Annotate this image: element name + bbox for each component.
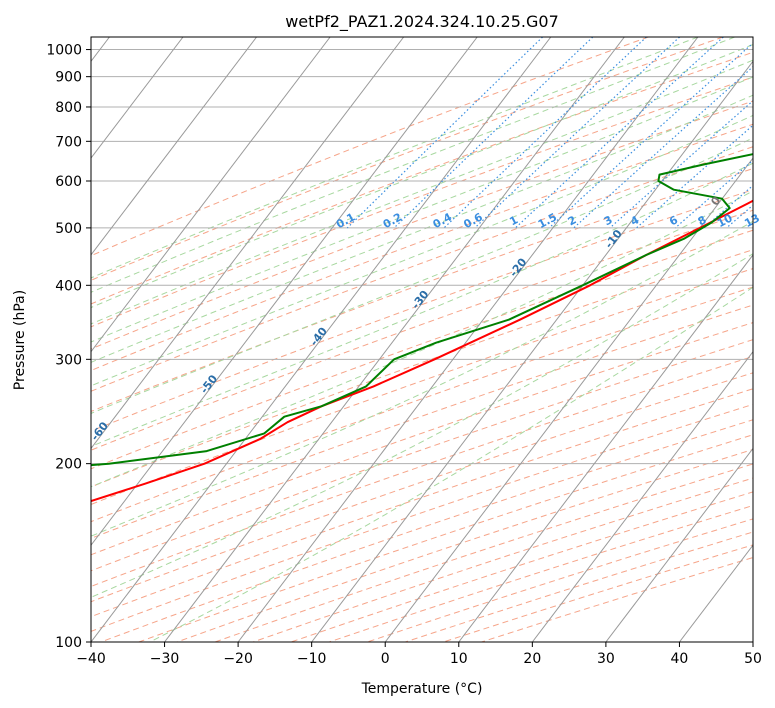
dry-adiabat <box>91 76 753 328</box>
moist-adiabat <box>91 76 753 343</box>
sounding-profiles <box>91 153 753 503</box>
isotherm-line <box>91 37 552 642</box>
dry-adiabat <box>91 304 753 539</box>
isotherm-line <box>91 37 184 159</box>
isotherm-line <box>91 37 405 450</box>
isotherm-line <box>311 60 753 642</box>
y-tick-label: 900 <box>55 70 82 86</box>
isotherm-line <box>384 157 753 642</box>
mixing-ratio-line <box>393 37 594 229</box>
y-axis-label: Pressure (hPa) <box>12 290 28 390</box>
isotherm-line <box>164 37 625 642</box>
y-tick-label: 700 <box>55 134 82 150</box>
mixing-ratio-line <box>346 37 544 229</box>
moist-adiabat <box>91 162 753 448</box>
x-tick-label: −10 <box>297 651 327 667</box>
plot-area <box>91 37 753 642</box>
skewed-isotherms <box>91 37 753 642</box>
mixing-ratio-line <box>636 124 753 229</box>
dry-adiabat <box>91 51 753 305</box>
dry-adiabat <box>91 189 753 432</box>
y-tick-label: 800 <box>55 100 82 116</box>
isotherm-line <box>237 37 699 642</box>
mixing-ratio-label: 10 <box>715 211 735 230</box>
y-tick-label: 200 <box>55 457 82 473</box>
x-tick-label: −20 <box>223 651 253 667</box>
x-tick-label: −30 <box>150 651 180 667</box>
isotherm-line <box>605 447 753 642</box>
mixing-ratio-lines <box>346 37 753 229</box>
y-tick-label: 400 <box>55 278 82 294</box>
chart-title: wetPf2_PAZ1.2024.324.10.25.G07 <box>285 12 559 32</box>
isotherm-line <box>91 37 478 547</box>
isotherm-line <box>458 254 753 642</box>
y-tick-label: 1000 <box>46 43 82 59</box>
temperature-profile-line <box>91 199 753 503</box>
dry-adiabat <box>91 146 753 392</box>
grid-lines <box>91 49 753 642</box>
dry-adiabat <box>91 209 753 451</box>
isotherm-line <box>531 350 753 642</box>
y-tick-label: 300 <box>55 352 82 368</box>
y-tick-label: 100 <box>55 635 82 651</box>
x-tick-label: 40 <box>671 651 689 667</box>
dry-adiabat <box>91 372 753 603</box>
mixing-ratio-line <box>573 65 753 229</box>
dry-adiabat <box>91 37 649 257</box>
x-tick-label: −40 <box>76 651 106 667</box>
mixing-ratio-label: 13 <box>742 211 762 230</box>
mixing-ratio-line <box>548 42 753 229</box>
x-tick-label: 50 <box>744 651 762 667</box>
isotherm-line <box>91 37 331 353</box>
moist-adiabat <box>91 94 753 363</box>
dry-adiabat <box>91 249 753 488</box>
y-tick-label: 600 <box>55 174 82 190</box>
x-axis: −40 −30 −20 −10 0 10 20 30 40 50 <box>76 642 762 667</box>
dewpoint-profile-line <box>91 153 753 467</box>
mixing-ratio-line <box>474 37 681 229</box>
dry-adiabat <box>91 322 753 556</box>
x-tick-label: 20 <box>523 651 541 667</box>
y-tick-label: 500 <box>55 221 82 237</box>
isotherm-line <box>91 37 257 256</box>
plot-frame <box>90 36 754 643</box>
x-tick-label: 30 <box>597 651 615 667</box>
dry-adiabat <box>91 355 753 587</box>
y-axis: 100 200 300 400 500 600 700 800 900 1000 <box>46 43 91 651</box>
moist-adiabat <box>91 37 735 293</box>
dry-adiabat <box>91 268 753 505</box>
x-axis-label: Temperature (°C) <box>361 681 483 697</box>
dry-adiabat <box>91 37 724 281</box>
x-tick-label: 10 <box>450 651 468 667</box>
x-tick-label: 0 <box>381 651 390 667</box>
